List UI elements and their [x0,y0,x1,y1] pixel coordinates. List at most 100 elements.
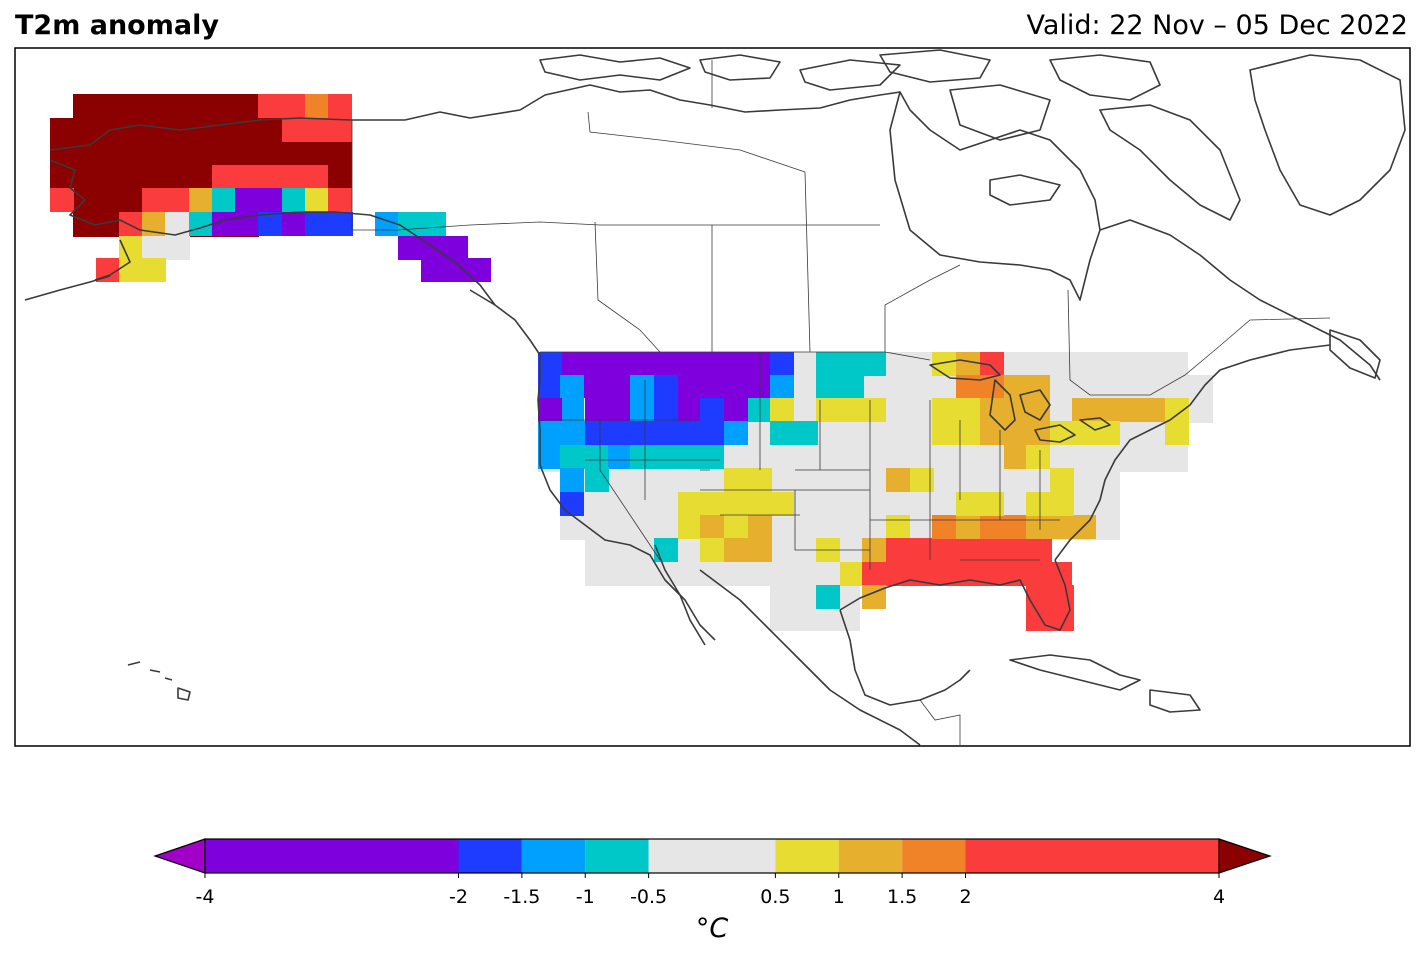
colorbar-outline [204,838,1220,874]
grid-cell [1004,375,1028,399]
grid-cell [142,258,166,282]
grid-cell [700,538,724,562]
grid-cell [50,188,74,212]
grid-cell [654,445,724,469]
grid-cell [398,212,446,236]
grid-cell [862,562,1072,586]
colorbar-segment [458,839,522,873]
grid-cell [328,188,352,212]
grid-cell [700,515,724,539]
colorbar-segment [965,839,1219,873]
grid-cell [1072,398,1168,422]
grid-cell [305,94,329,118]
grid-cell [560,375,584,423]
grid-cell [282,118,352,142]
grid-cell [932,398,980,422]
colorbar-segment [585,839,649,873]
grid-cell [770,375,794,399]
coastlines [24,49,1406,746]
grid-cell [770,421,818,445]
grid-cell [142,188,190,212]
grid-cell [1050,468,1074,492]
grid-cell [678,515,702,539]
grid-cell [538,352,562,398]
grid-cell [1004,445,1028,469]
colorbar-tick-label: -4 [196,886,215,908]
grid-cell [678,421,702,445]
grid-cell [608,445,632,469]
grid-cell [1026,515,1096,539]
colorbar-tick-label: 2 [959,886,971,908]
grid-cell [305,212,353,236]
colorbar-segment [838,839,903,873]
grid-cell [886,538,1052,562]
grid-cell [1026,375,1050,399]
grid-cell [816,352,886,376]
grid-cell [724,538,772,562]
grid-cell [770,398,794,422]
grid-cell [724,515,748,539]
grid-cell [654,538,678,562]
grid-cell [282,212,306,236]
grid-cell [421,258,491,282]
colorbar-tick-label: -1.5 [503,886,540,908]
colorbar-tick-label: 1 [833,886,845,908]
colorbar-tick-label: 4 [1213,886,1225,908]
grid-cell [816,375,864,399]
grid-cell [678,492,794,516]
valid-date: Valid: 22 Nov – 05 Dec 2022 [1026,10,1408,41]
grid-cell [840,562,864,586]
grid-cell [212,165,328,189]
grid-cell [956,515,980,539]
colorbar-segment [205,839,459,873]
anomaly-grid [50,94,1213,631]
grid-cell [189,212,213,236]
grid-cell [724,468,772,492]
grid-cell [724,421,748,445]
grid-cell [886,468,910,492]
colorbar-tick-label: 0.5 [760,886,790,908]
grid-cell [50,118,74,188]
colorbar-segment [902,839,966,873]
grid-cell [956,492,1004,516]
grid-cell [608,421,656,445]
grid-cell [560,468,584,492]
colorbar: -4 -2 -1.5 -1 -0.5 0.5 1 1.5 2 4 °C [153,838,1272,944]
grid-cell [305,188,329,212]
grid-cell [258,212,282,236]
grid-cell [770,585,860,631]
grid-cell [282,188,306,212]
grid-cell [585,421,609,445]
grid-cell [980,515,1028,539]
grid-cell [956,352,980,376]
colorbar-over-arrow [1218,838,1272,874]
grid-cell [560,492,584,516]
grid-cell [585,468,609,492]
colorbar-under-arrow [153,838,206,874]
grid-cell [1026,445,1050,469]
grid-cell [119,258,143,282]
grid-cell [119,236,143,260]
borders [351,60,1331,745]
grid-cell [794,352,818,376]
grid-cell [630,445,654,469]
grid-cell [142,236,190,260]
grid-cell [258,94,306,118]
grid-cell [119,212,143,236]
colorbar-segment [648,839,776,873]
map-frame [14,47,1411,747]
grid-cell [932,515,956,539]
map-title: T2m anomaly [15,10,219,41]
colorbar-segment [775,839,839,873]
colorbar-tick-label: -0.5 [630,886,667,908]
grid-cell [189,188,213,212]
colorbar-segment [521,839,586,873]
grid-cell [1026,492,1074,516]
grid-cell [932,421,980,445]
grid-cell [980,421,1050,445]
grid-cell [1185,375,1213,423]
colorbar-tick-label: -2 [449,886,468,908]
colorbar-unit-label: °C [696,913,729,944]
grid-cell [212,188,236,212]
grid-cell [538,398,562,422]
